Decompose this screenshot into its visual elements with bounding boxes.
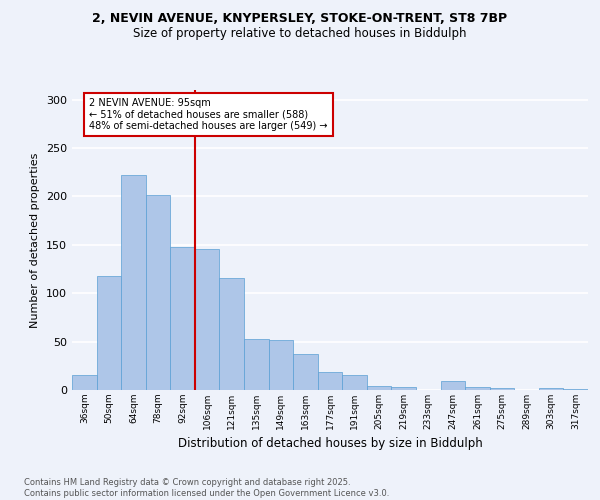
Bar [539,388,563,390]
Bar [269,340,293,390]
Bar [195,248,220,390]
Bar [121,175,146,390]
Bar [367,386,391,390]
Bar [146,196,170,390]
Text: Size of property relative to detached houses in Biddulph: Size of property relative to detached ho… [133,28,467,40]
Bar [72,376,97,390]
Bar [97,276,121,390]
Text: 2, NEVIN AVENUE, KNYPERSLEY, STOKE-ON-TRENT, ST8 7BP: 2, NEVIN AVENUE, KNYPERSLEY, STOKE-ON-TR… [92,12,508,26]
Bar [220,278,244,390]
Bar [563,389,588,390]
Text: 2 NEVIN AVENUE: 95sqm
← 51% of detached houses are smaller (588)
48% of semi-det: 2 NEVIN AVENUE: 95sqm ← 51% of detached … [89,98,328,131]
Bar [318,372,342,390]
Bar [293,354,318,390]
Bar [391,387,416,390]
Bar [465,387,490,390]
Bar [440,382,465,390]
Bar [342,374,367,390]
Bar [170,247,195,390]
X-axis label: Distribution of detached houses by size in Biddulph: Distribution of detached houses by size … [178,438,482,450]
Text: Contains HM Land Registry data © Crown copyright and database right 2025.
Contai: Contains HM Land Registry data © Crown c… [24,478,389,498]
Bar [490,388,514,390]
Y-axis label: Number of detached properties: Number of detached properties [31,152,40,328]
Bar [244,338,269,390]
